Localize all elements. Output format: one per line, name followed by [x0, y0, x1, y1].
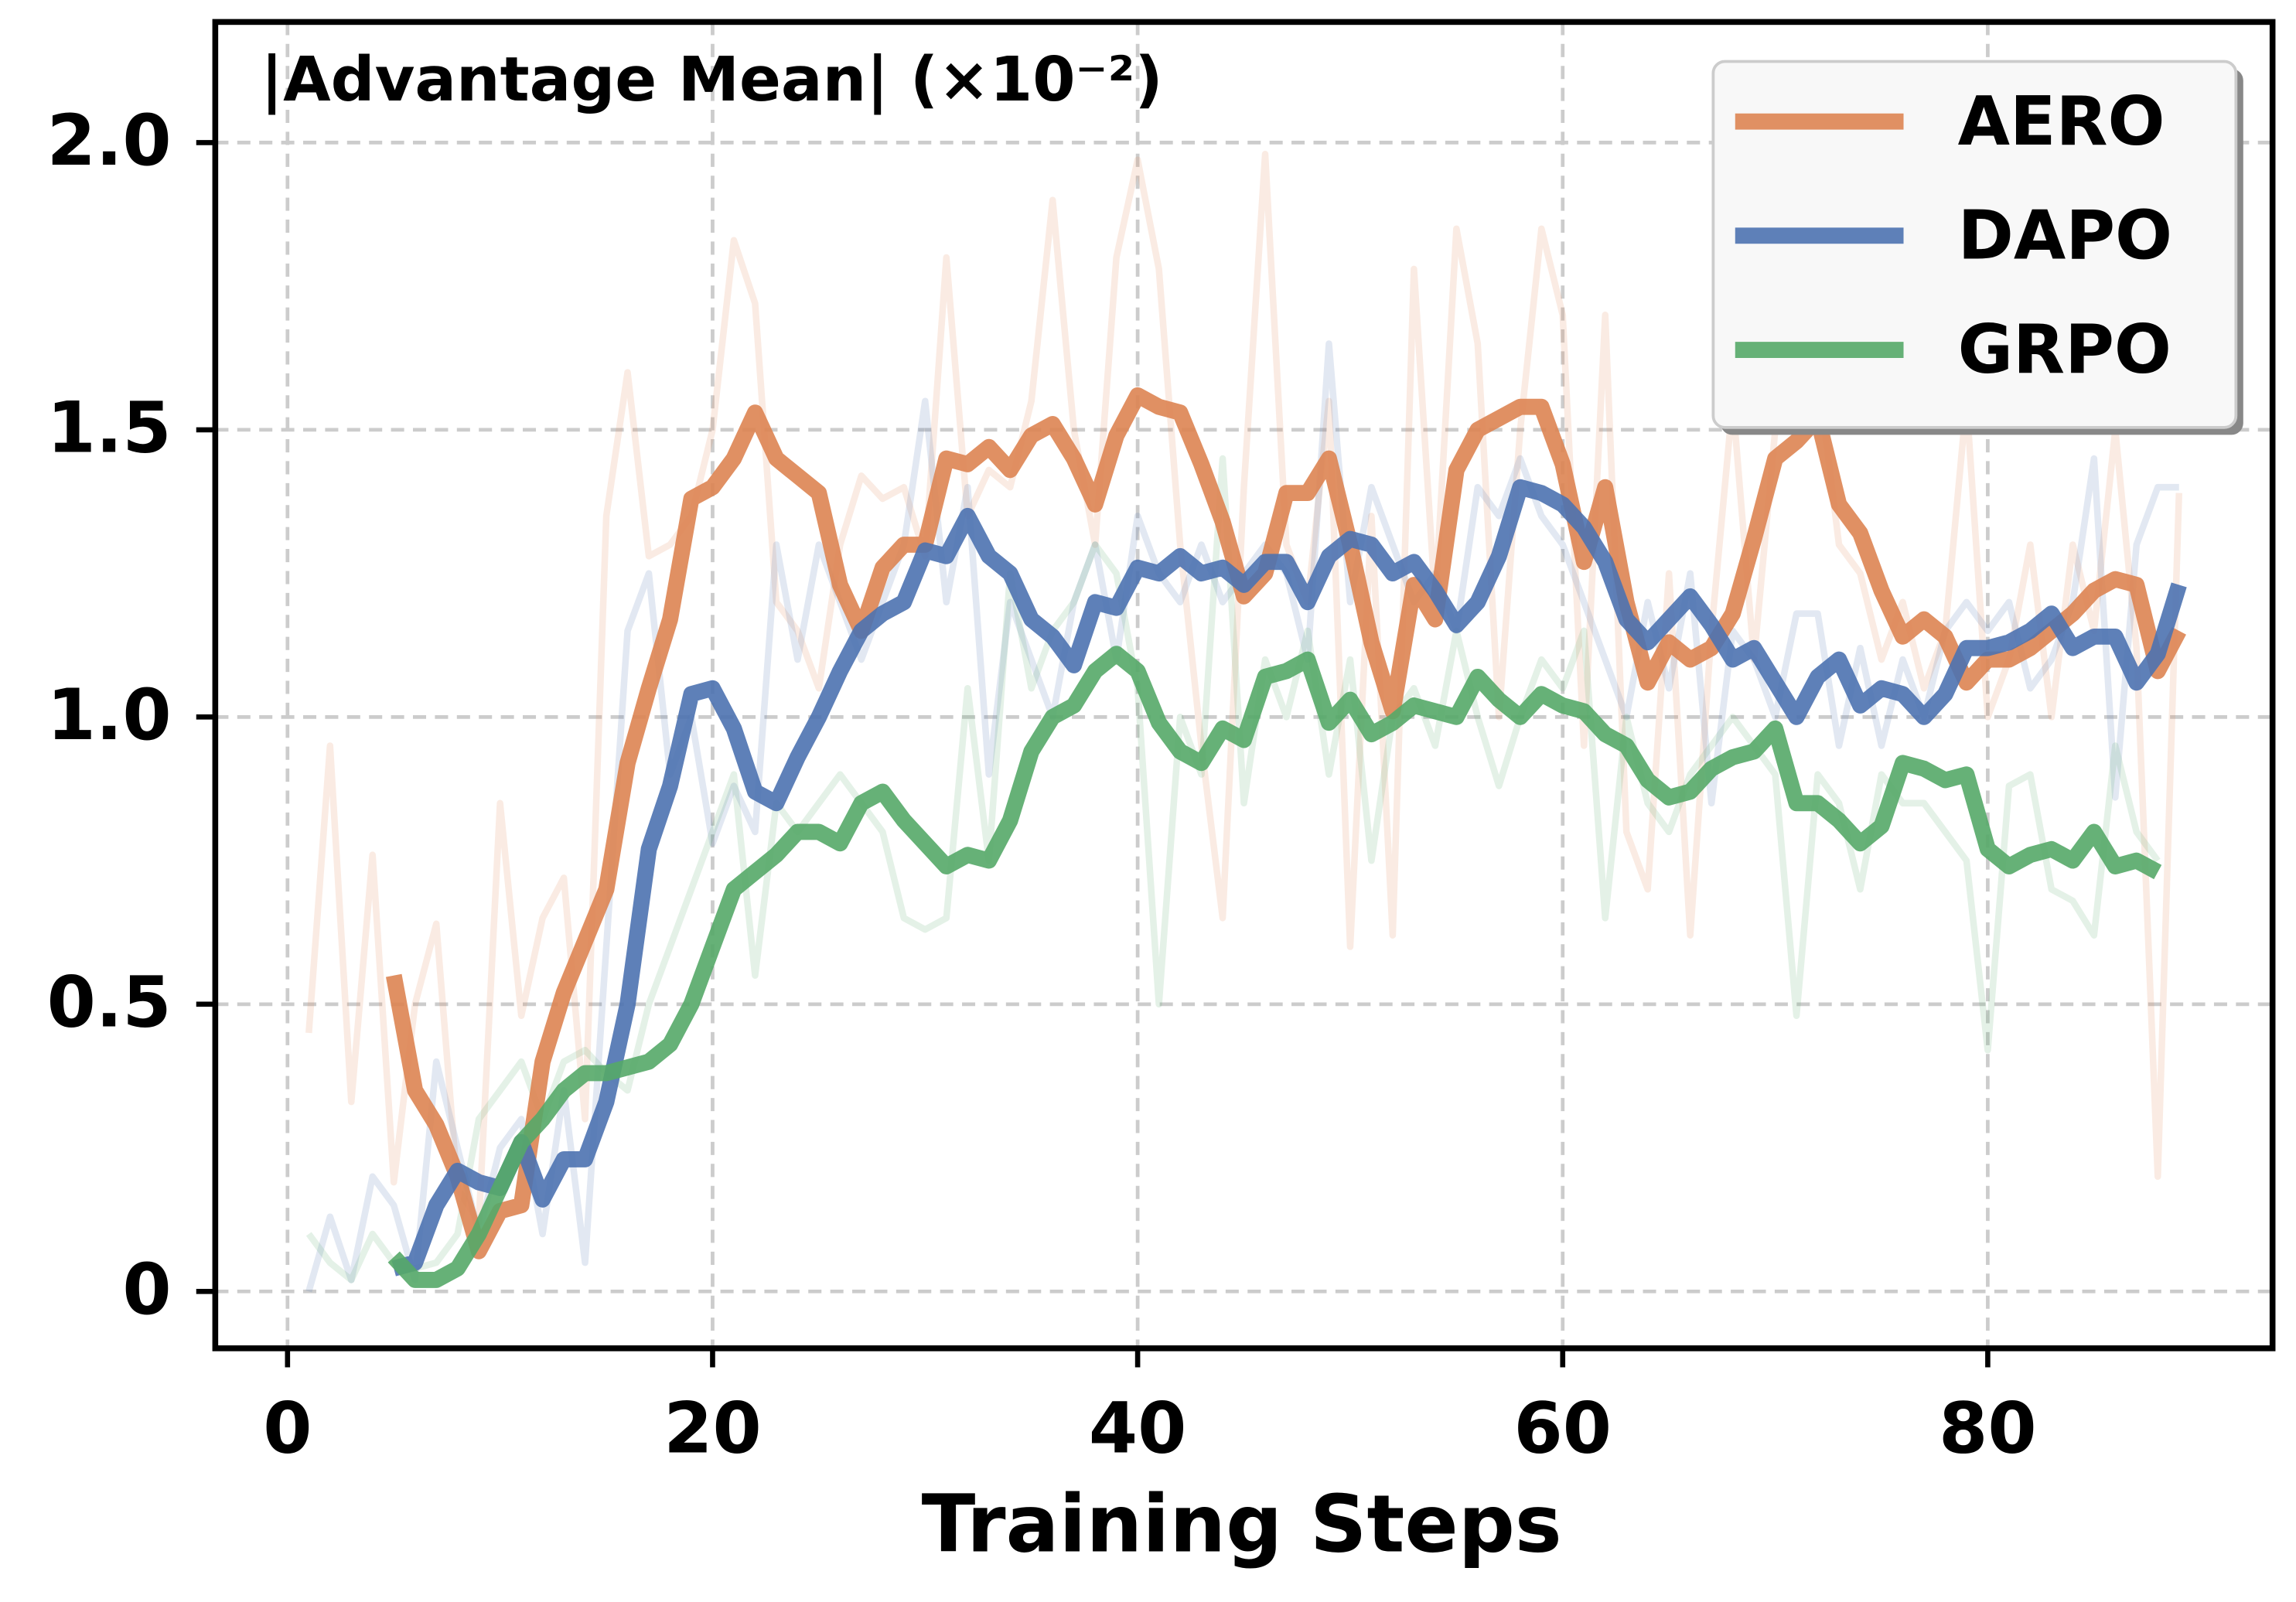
x-axis-label: Training Steps [922, 1478, 1562, 1570]
y-tick-label: 0.5 [47, 963, 172, 1044]
legend-box [1711, 60, 2238, 429]
y-tick-label: 2.0 [47, 101, 172, 182]
series-line [385, 387, 2186, 1259]
legend: AERO DAPO GRPO [1711, 60, 2243, 435]
x-tick-label: 80 [1939, 1389, 2036, 1470]
raw-line [305, 151, 2183, 1226]
plot-frame [212, 19, 2276, 1351]
x-tick-label: 40 [1089, 1389, 1186, 1470]
x-tick-label: 60 [1514, 1389, 1612, 1470]
legend-label: GRPO [1958, 310, 2171, 389]
y-tick-label: 1.5 [47, 388, 172, 469]
axes: 0 20 40 60 80 0 0.5 1.0 1.5 2.0 [47, 101, 2037, 1469]
series-line [387, 646, 2162, 1288]
legend-label: DAPO [1958, 196, 2173, 274]
series-line [391, 479, 2187, 1276]
chart-title: |Advantage Mean| (×10⁻²) [261, 43, 1163, 116]
smoothed-lines [385, 387, 2187, 1288]
x-tick-label: 0 [263, 1389, 312, 1470]
legend-label: AERO [1958, 82, 2165, 161]
x-tick-label: 20 [664, 1389, 761, 1470]
y-tick-label: 0 [122, 1249, 171, 1331]
y-tick-label: 1.0 [47, 675, 172, 756]
